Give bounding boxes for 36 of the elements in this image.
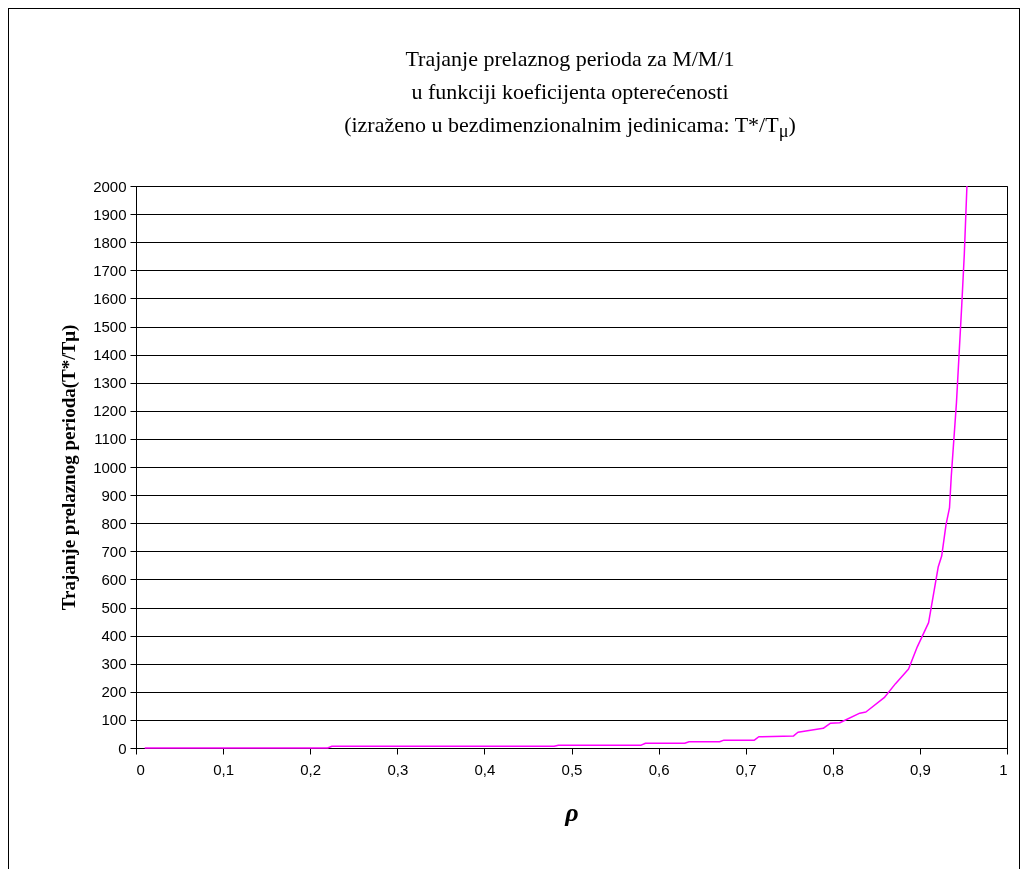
x-tick-label: 0,9 <box>909 760 931 778</box>
chart-title: Trajanje prelaznog perioda za M/M/1 u funkciji koeficijenta opterećenosti (izraženo u bezdimenzionalnim jedinicama: T*/T$_{μ}$) <box>343 45 797 144</box>
x-tick-label: 0,8 <box>822 760 844 778</box>
y-tick-label: 1200 <box>93 402 127 420</box>
y-tick-label: 1600 <box>93 289 127 307</box>
y-tick-label: 1100 <box>94 430 127 448</box>
y-tick-label: 200 <box>101 683 127 701</box>
x-tick-label: 0 <box>136 760 145 778</box>
y-tick-label: 1700 <box>93 261 127 279</box>
y-tick-label: 1900 <box>93 205 127 223</box>
x-tick-label: 0,5 <box>561 760 583 778</box>
y-tick-label: 1500 <box>93 318 127 335</box>
y-tick-label: 1000 <box>93 458 127 476</box>
x-axis-title: ρ <box>564 797 579 827</box>
x-tick-label: 0,1 <box>213 760 235 778</box>
x-tick-label: 0,3 <box>387 760 409 778</box>
y-tick-label: 100 <box>101 711 127 729</box>
y-tick-label: 800 <box>101 514 127 532</box>
x-tick-label: 1 <box>999 760 1008 778</box>
y-tick-label: 400 <box>101 627 127 645</box>
y-tick-label: 600 <box>101 570 127 588</box>
line-series <box>143 185 968 749</box>
y-axis-title: Trajanje prelaznog perioda(T*/Tμ) <box>58 324 81 611</box>
x-tick-label: 0,2 <box>300 760 322 778</box>
x-tick-label: 0,4 <box>474 760 496 778</box>
y-tick-label: 1400 <box>93 346 127 364</box>
y-tick-label: 300 <box>101 655 127 673</box>
y-tick-label: 2000 <box>93 177 127 195</box>
y-tick-label: 1300 <box>93 374 127 392</box>
x-tick-label: 0,6 <box>648 760 670 778</box>
y-tick-label: 1800 <box>93 233 127 251</box>
y-tick-label: 0 <box>118 739 127 757</box>
y-tick-label: 900 <box>101 486 127 504</box>
x-tick-label: 0,7 <box>735 760 757 778</box>
y-tick-label: 500 <box>101 599 127 616</box>
y-tick-label: 700 <box>101 542 127 560</box>
